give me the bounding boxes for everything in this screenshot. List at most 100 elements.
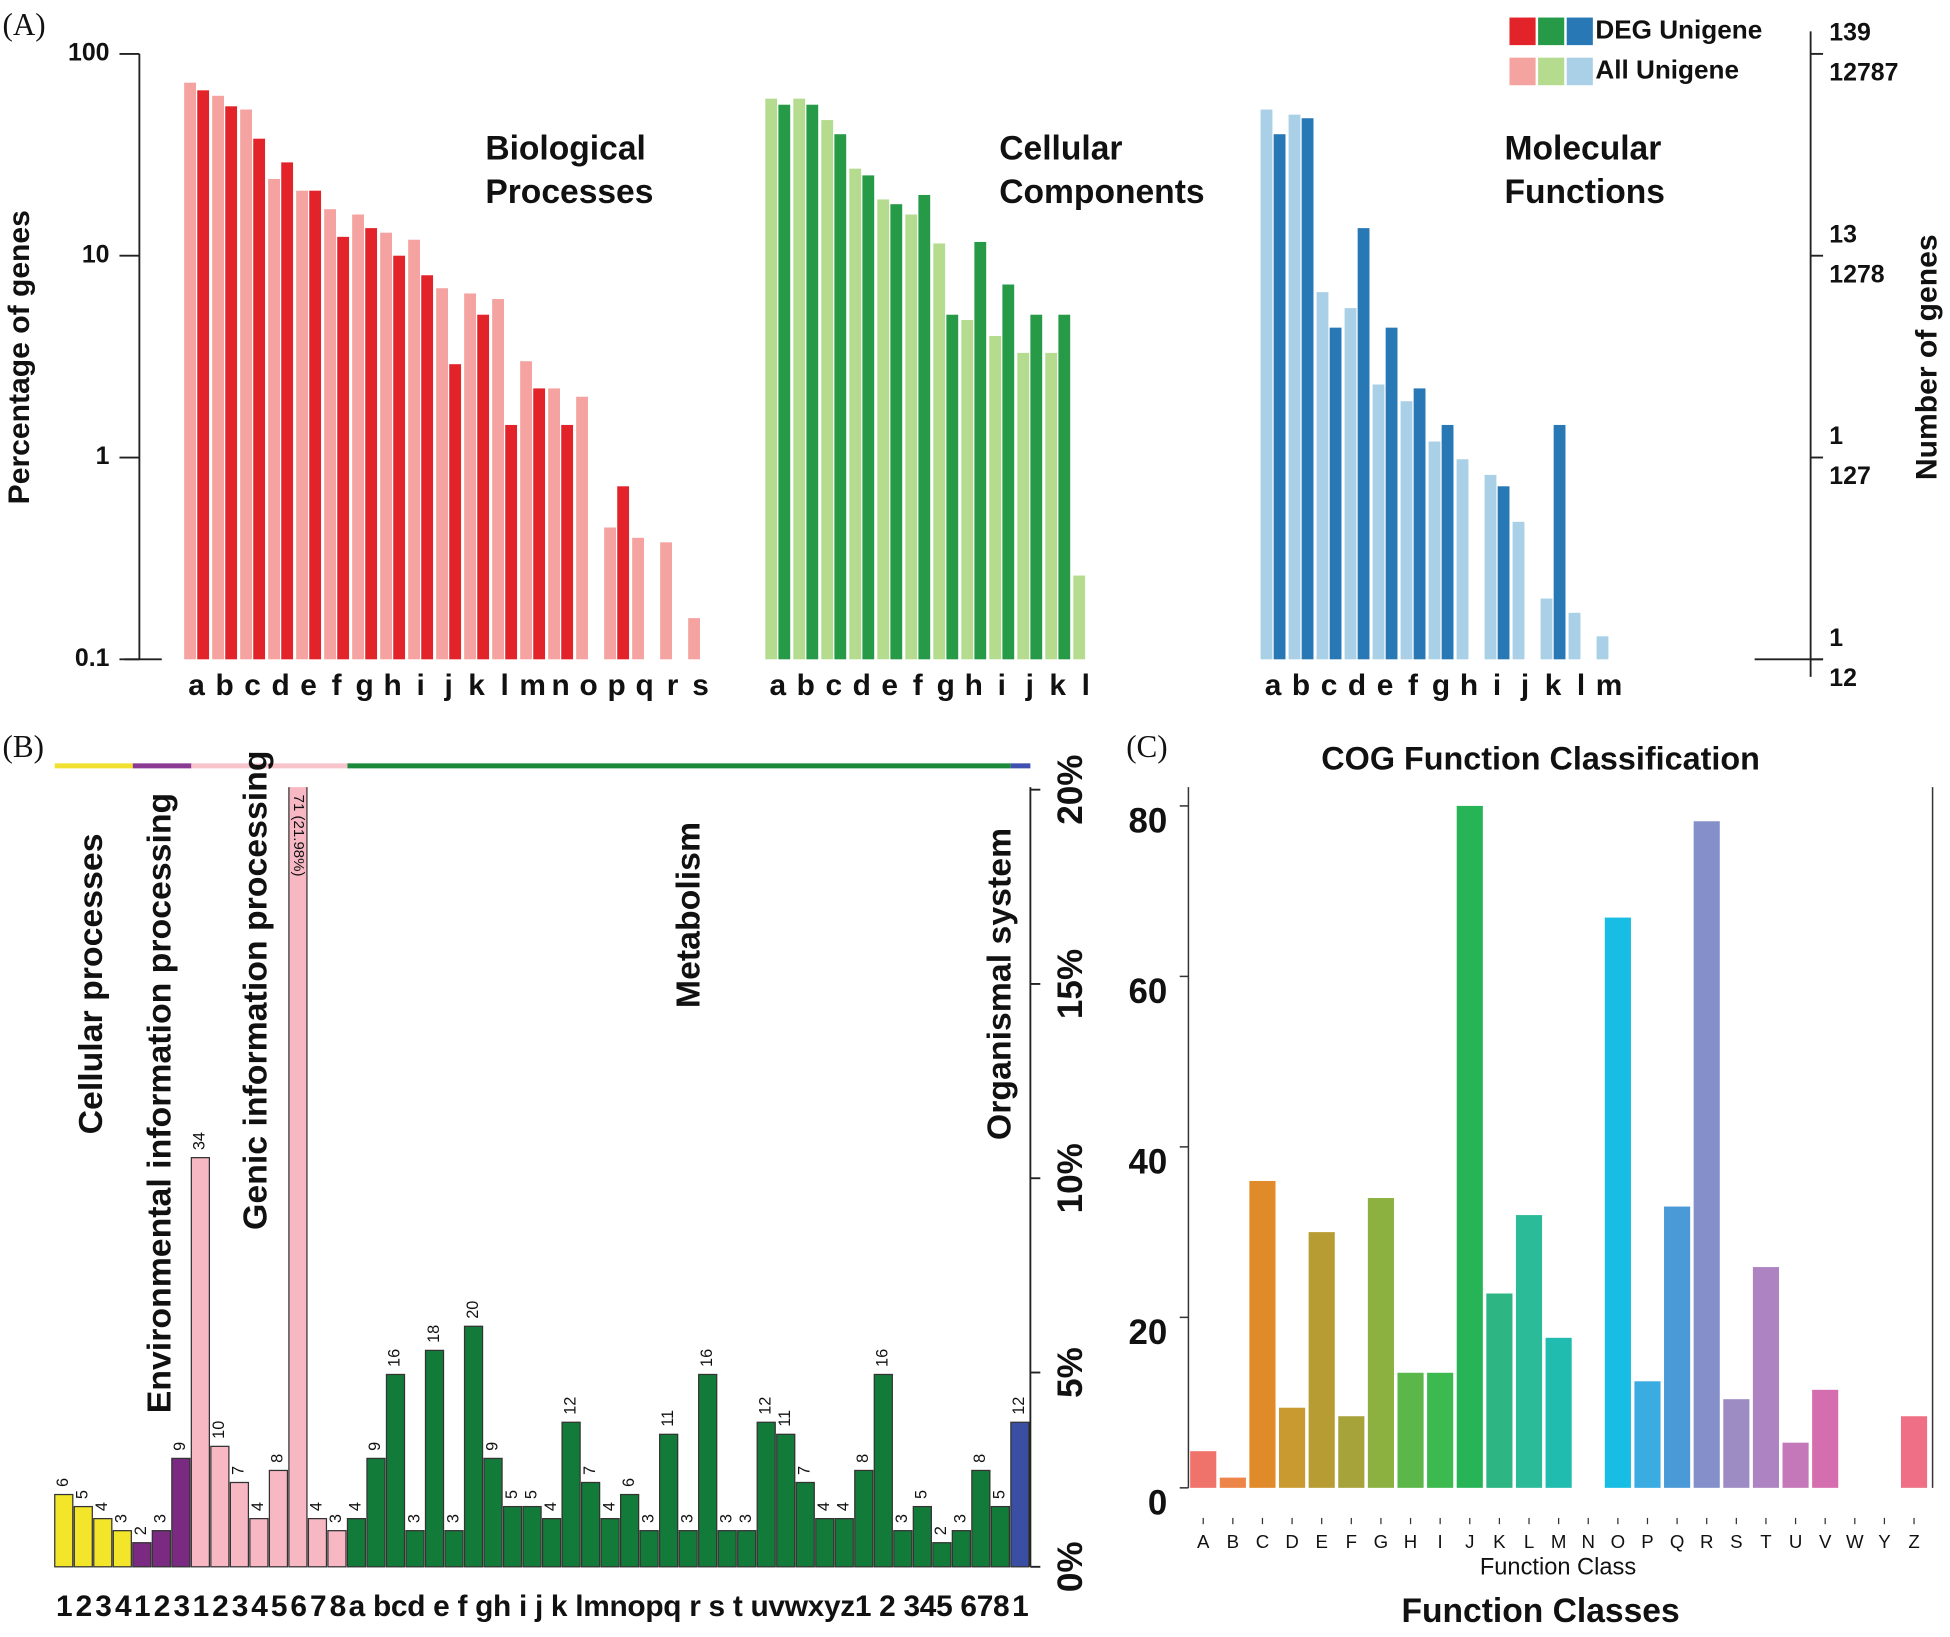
y-tick-label: 0% [1051,1541,1090,1592]
bar [366,1457,386,1568]
y2-tick-label: 12 [1829,664,1857,692]
bar [541,1517,562,1568]
bar [93,1517,113,1568]
group-axis-label: 1234 [56,1590,132,1623]
group-name: Genic information processing [237,750,275,1229]
count-label: 5 [991,1490,1009,1499]
bar [249,1517,269,1568]
bar [73,1505,93,1568]
bar [604,527,616,660]
y-tick-label: 20% [1051,755,1090,825]
bar [756,1421,776,1568]
bar [1367,1198,1394,1488]
bar [600,1517,620,1568]
count-label: 10 [210,1421,228,1439]
x-tick-label: Q [1670,1531,1685,1552]
bar [229,1481,250,1568]
x-tick-label: p [607,669,625,702]
x-tick-label: n [551,669,569,702]
x-tick-label: G [1374,1531,1389,1552]
group-title: Molecular [1504,129,1661,167]
bar [905,214,918,660]
bar [806,104,819,660]
x-tick-label: e [300,669,317,702]
x-axis-label: Function Class [1480,1554,1636,1580]
x-tick-label: m [1596,669,1623,702]
group-axis-label: 123 [134,1590,190,1623]
bar [737,1530,757,1568]
bar [197,90,210,660]
group-strip [54,763,133,769]
legend-swatch [1566,57,1593,86]
bar [918,194,931,660]
group-name: Organismal system [981,828,1019,1140]
bar [492,299,504,660]
panel-label: (B) [2,729,43,764]
bar [190,1157,211,1568]
count-label: 71 (21.98%) [290,795,307,877]
count-label: 2 [932,1526,950,1535]
y2-tick-label: 13 [1829,220,1857,248]
count-label: 3 [718,1514,736,1523]
x-tick-label: k [1545,669,1562,702]
x-tick-label: S [1730,1531,1742,1552]
bar [834,134,847,660]
y-tick-label: 40 [1128,1143,1167,1182]
bar [862,175,875,660]
bar [1329,327,1342,660]
bar [436,288,448,660]
bar [821,120,834,660]
bar [225,106,238,660]
bar [1456,805,1483,1488]
legend-label: DEG Unigene [1595,14,1762,44]
bar [659,1433,679,1568]
bar [1385,327,1398,660]
count-label: 3 [952,1514,970,1523]
bar [717,1530,737,1568]
count-label: 6 [620,1478,638,1487]
bar [951,1530,971,1568]
x-tick-label: P [1641,1531,1653,1552]
y-tick-label: 5% [1051,1347,1090,1398]
x-tick-label: j [1520,669,1529,702]
bar [688,618,700,660]
bar [1900,1416,1928,1488]
bar [380,232,392,660]
y2-tick-label: 12787 [1829,58,1898,86]
bar [1723,1399,1750,1488]
y-tick-label: 100 [68,38,110,66]
legend-swatch [1509,57,1536,86]
bar [1338,1416,1365,1488]
bar [1413,388,1426,660]
bar [576,396,588,660]
bar [171,1457,191,1568]
bar [561,424,574,660]
panel-label: (C) [1126,729,1167,764]
bar [151,1530,171,1568]
count-label: 5 [503,1490,521,1499]
x-tick-label: l [1577,669,1585,702]
bar [1030,314,1043,660]
bar [1017,352,1030,660]
x-tick-label: Z [1908,1531,1919,1552]
x-tick-label: i [1493,669,1501,702]
count-label: 3 [678,1514,696,1523]
bar [327,1530,347,1568]
bar [281,162,294,660]
count-label: 4 [542,1502,560,1511]
bar [337,236,350,660]
y-tick-label: 60 [1128,972,1167,1011]
x-tick-label: o [579,669,597,702]
count-label: 12 [757,1397,775,1415]
count-label: 4 [347,1502,365,1511]
x-tick-label: j [1025,669,1034,702]
y2-tick-label: 127 [1829,462,1871,490]
count-label: 4 [249,1502,267,1511]
bar [421,275,434,660]
y2-tick-label: 1278 [1829,260,1884,288]
bar [307,1517,328,1568]
bar [505,424,518,660]
bar [932,1542,952,1568]
x-tick-label: s [692,669,709,702]
bar [561,1421,581,1568]
